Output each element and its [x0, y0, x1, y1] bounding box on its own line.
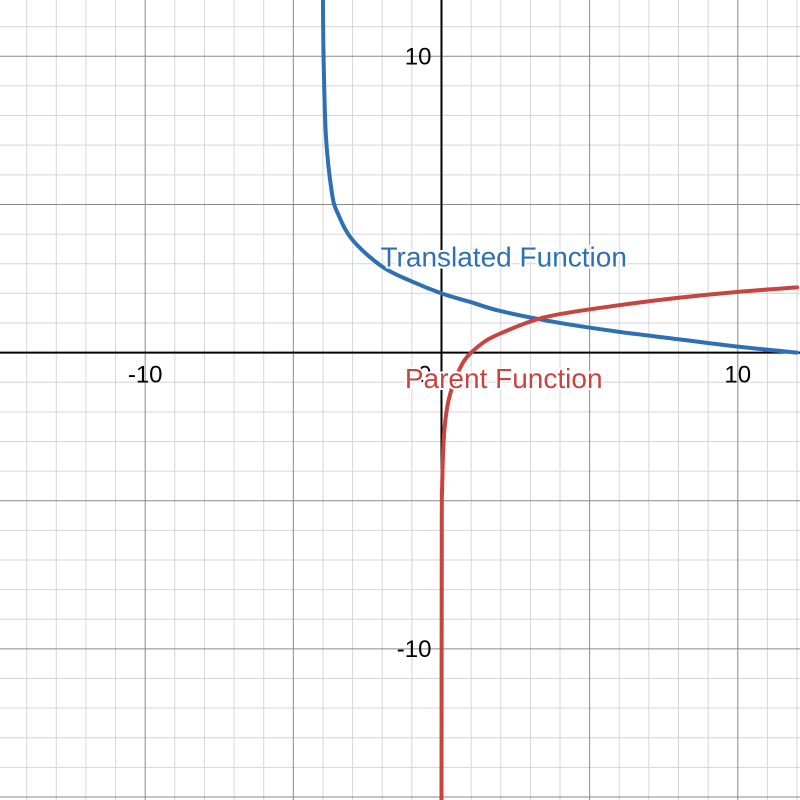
tick-labels: -10 0 10 10 -10: [128, 43, 751, 663]
curves: [320, 0, 800, 800]
y-tick-label: -10: [397, 636, 432, 663]
x-tick-label: 10: [724, 362, 751, 389]
x-tick-label: -10: [128, 362, 163, 389]
curve-annotations: Translated Function Parent Function: [378, 240, 628, 396]
origin-tick-label: 0: [418, 362, 431, 389]
parent-function-curve: [439, 285, 800, 800]
y-tick-label: 10: [405, 43, 432, 70]
translated-function-label: Translated Function: [380, 242, 626, 273]
translated-function-curve: [320, 0, 800, 355]
parent-function-label: Parent Function: [405, 363, 603, 394]
